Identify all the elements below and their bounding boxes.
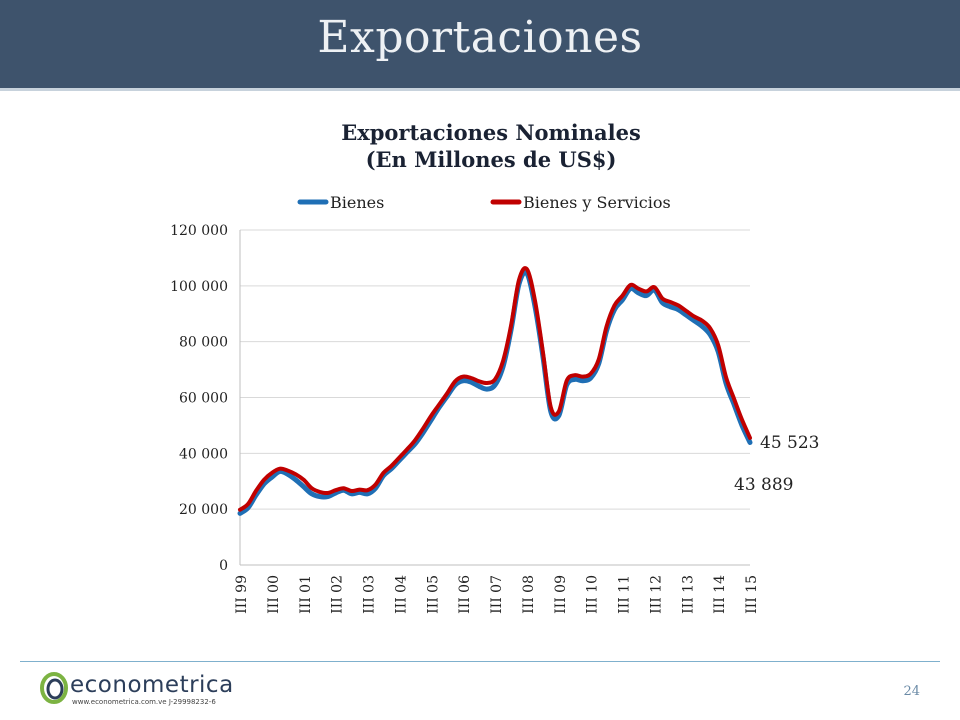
x-tick-label: III 00 bbox=[266, 575, 282, 614]
x-tick-label: III 07 bbox=[489, 575, 505, 614]
x-tick-label: III 12 bbox=[648, 575, 664, 614]
x-tick-label: III 05 bbox=[425, 575, 441, 614]
x-axis: III 99 III 00 III 01 III 02 III 03 III 04 III … bbox=[234, 564, 760, 614]
page-number: 24 bbox=[903, 684, 920, 699]
x-tick-label: III 09 bbox=[553, 575, 569, 614]
y-tick-label: 100 000 bbox=[170, 279, 228, 295]
legend-label-bienes-y-servicios: Bienes y Servicios bbox=[523, 193, 671, 212]
y-tick-label: 20 000 bbox=[179, 502, 228, 518]
header-divider bbox=[0, 88, 960, 91]
y-tick-label: 120 000 bbox=[170, 223, 228, 239]
line-chart: Exportaciones Nominales (En Millones de … bbox=[170, 120, 819, 614]
data-label-bienes-y-servicios: 45 523 bbox=[760, 433, 819, 453]
y-tick-label: 60 000 bbox=[179, 391, 228, 407]
x-tick-label: III 99 bbox=[234, 575, 250, 614]
x-tick-label: III 13 bbox=[680, 575, 696, 614]
chart-gridlines bbox=[240, 229, 750, 566]
chart-title: Exportaciones Nominales bbox=[341, 120, 641, 145]
y-tick-label: 0 bbox=[219, 558, 228, 574]
series-line-bienes-y-servicios bbox=[238, 266, 752, 512]
logo-swirl-icon bbox=[40, 672, 68, 704]
x-tick-label: III 02 bbox=[330, 575, 346, 614]
x-tick-label: III 15 bbox=[744, 575, 760, 614]
y-axis: 0 20 000 40 000 60 000 80 000 100 000 120 000 bbox=[170, 223, 241, 574]
x-tick-label: III 03 bbox=[362, 575, 378, 614]
slide-header: Exportaciones bbox=[0, 0, 960, 88]
footer-divider bbox=[20, 661, 940, 662]
x-tick-label: III 01 bbox=[298, 575, 314, 614]
chart-subtitle: (En Millones de US$) bbox=[366, 147, 617, 172]
y-tick-label: 40 000 bbox=[179, 446, 228, 462]
slide-title: Exportaciones bbox=[317, 12, 643, 63]
econometrica-logo: econometrica www.econometrica.com.ve J-2… bbox=[40, 670, 240, 710]
legend-label-bienes: Bienes bbox=[330, 193, 384, 212]
chart-series bbox=[237, 266, 753, 516]
data-label-bienes: 43 889 bbox=[734, 475, 793, 495]
x-tick-label: III 08 bbox=[521, 575, 537, 614]
series-line-bienes bbox=[237, 269, 753, 516]
chart-legend: Bienes Bienes y Servicios bbox=[297, 193, 671, 212]
x-tick-label: III 04 bbox=[393, 575, 409, 614]
logo-url: www.econometrica.com.ve J-29998232-6 bbox=[72, 698, 216, 706]
x-tick-label: III 14 bbox=[712, 575, 728, 614]
logo-wordmark: econometrica bbox=[70, 672, 234, 698]
x-tick-label: III 11 bbox=[617, 575, 633, 614]
y-tick-label: 80 000 bbox=[179, 335, 228, 351]
x-tick-label: III 10 bbox=[585, 575, 601, 614]
x-tick-label: III 06 bbox=[457, 575, 473, 614]
